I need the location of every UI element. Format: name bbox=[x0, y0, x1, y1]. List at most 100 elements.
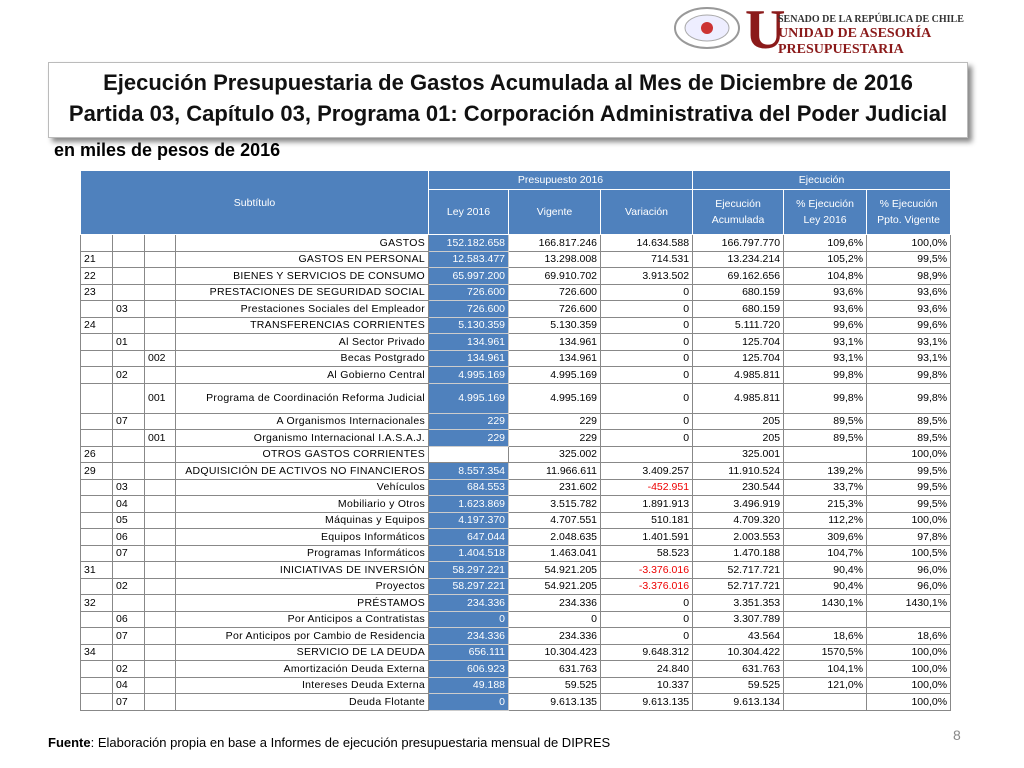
table-cell bbox=[783, 445, 868, 463]
table-cell bbox=[80, 429, 113, 447]
table-cell: 134.961 bbox=[428, 333, 510, 351]
table-cell: 4.985.811 bbox=[692, 382, 785, 414]
table-cell bbox=[144, 462, 176, 480]
table-cell: 3.496.919 bbox=[692, 495, 785, 513]
table-cell bbox=[783, 693, 868, 711]
table-cell: 726.600 bbox=[508, 283, 602, 301]
table-cell: 647.044 bbox=[428, 528, 510, 546]
table-cell: 03 bbox=[112, 478, 145, 496]
table-cell bbox=[80, 478, 113, 496]
table-cell: 99,8% bbox=[783, 382, 868, 414]
table-cell: 12.583.477 bbox=[428, 250, 510, 268]
table-cell: 26 bbox=[80, 445, 113, 463]
table-cell: 134.961 bbox=[428, 349, 510, 367]
table-cell: 1.891.913 bbox=[600, 495, 694, 513]
table-cell: 99,5% bbox=[866, 250, 952, 268]
table-cell: 714.531 bbox=[600, 250, 694, 268]
table-cell: 98,9% bbox=[866, 267, 952, 285]
table-cell: 125.704 bbox=[692, 333, 785, 351]
table-cell: 100,5% bbox=[866, 544, 952, 562]
table-cell: Prestaciones Sociales del Empleador bbox=[174, 300, 430, 318]
table-cell bbox=[112, 561, 145, 579]
table-cell: 13.234.214 bbox=[692, 250, 785, 268]
table-row: 001 Programa de Coordinación Reforma Judi… bbox=[80, 382, 952, 414]
column-header: Vigente bbox=[508, 189, 602, 235]
table-cell: 58.523 bbox=[600, 544, 694, 562]
table-cell: 07 bbox=[112, 627, 145, 645]
table-cell bbox=[80, 495, 113, 513]
table-cell: 309,6% bbox=[783, 528, 868, 546]
table-cell: 230.544 bbox=[692, 478, 785, 496]
table-cell: 0 bbox=[508, 610, 602, 628]
table-cell: 726.600 bbox=[428, 300, 510, 318]
table-cell bbox=[144, 445, 176, 463]
table-cell: 0 bbox=[600, 300, 694, 318]
table-cell: 100,0% bbox=[866, 511, 952, 529]
table-cell: 1.404.518 bbox=[428, 544, 510, 562]
source-label: Fuente bbox=[48, 735, 91, 750]
table-cell bbox=[80, 660, 113, 678]
table-cell: 234.336 bbox=[508, 627, 602, 645]
table-cell bbox=[112, 349, 145, 367]
table-cell: 93,1% bbox=[783, 349, 868, 367]
table-cell bbox=[144, 234, 176, 252]
table-cell: 58.297.221 bbox=[428, 577, 510, 595]
table-cell: 07 bbox=[112, 544, 145, 562]
table-cell: 229 bbox=[428, 429, 510, 447]
table-cell: 684.553 bbox=[428, 478, 510, 496]
table-cell: 89,5% bbox=[783, 429, 868, 447]
table-row: 002 Becas Postgrado 134.961 134.961 0 125.704… bbox=[80, 349, 952, 367]
table-cell: 166.817.246 bbox=[508, 234, 602, 252]
table-cell: 100,0% bbox=[866, 234, 952, 252]
table-cell: 99,5% bbox=[866, 478, 952, 496]
table-row: 03 Prestaciones Sociales del Empleador 726… bbox=[80, 300, 952, 318]
title-box: Ejecución Presupuestaria de Gastos Acumu… bbox=[48, 62, 968, 138]
table-cell: 105,2% bbox=[783, 250, 868, 268]
table-cell: 0 bbox=[600, 610, 694, 628]
table-cell: 10.337 bbox=[600, 676, 694, 694]
table-cell: -3.376.016 bbox=[600, 577, 694, 595]
table-row: 05 Máquinas y Equipos 4.197.370 4.707.551 51… bbox=[80, 511, 952, 529]
table-cell: 134.961 bbox=[508, 349, 602, 367]
table-cell: 002 bbox=[144, 349, 176, 367]
table-cell: 93,6% bbox=[783, 283, 868, 301]
table-cell: 8.557.354 bbox=[428, 462, 510, 480]
table-row: 34 SERVICIO DE LA DEUDA 656.111 10.304.423 9… bbox=[80, 643, 952, 661]
table-cell: 11.910.524 bbox=[692, 462, 785, 480]
table-cell bbox=[144, 412, 176, 430]
table-cell: 89,5% bbox=[783, 412, 868, 430]
table-cell: 93,6% bbox=[783, 300, 868, 318]
table-cell: 96,0% bbox=[866, 561, 952, 579]
table-cell: 99,8% bbox=[866, 382, 952, 414]
table-cell: 1.623.869 bbox=[428, 495, 510, 513]
table-cell bbox=[80, 349, 113, 367]
subtitle: en miles de pesos de 2016 bbox=[54, 140, 281, 160]
table-cell: 3.409.257 bbox=[600, 462, 694, 480]
table-cell: 231.602 bbox=[508, 478, 602, 496]
table-row: 02 Amortización Deuda Externa 606.923 631.7… bbox=[80, 660, 952, 678]
table-cell: 229 bbox=[508, 429, 602, 447]
table-cell: 52.717.721 bbox=[692, 561, 785, 579]
table-cell: 2.048.635 bbox=[508, 528, 602, 546]
table-cell bbox=[80, 333, 113, 351]
table-row: 07 A Organismos Internacionales 229 229 0 205… bbox=[80, 412, 952, 430]
table-row: 31 INICIATIVAS DE INVERSIÓN 58.297.221 54.9… bbox=[80, 561, 952, 579]
table-cell bbox=[144, 250, 176, 268]
table-cell bbox=[144, 627, 176, 645]
table-cell: Proyectos bbox=[174, 577, 430, 595]
table-cell: 0 bbox=[428, 693, 510, 711]
table-cell: 69.910.702 bbox=[508, 267, 602, 285]
table-cell: 680.159 bbox=[692, 283, 785, 301]
table-cell: 03 bbox=[112, 300, 145, 318]
table-cell: 234.336 bbox=[508, 594, 602, 612]
table-cell: 24.840 bbox=[600, 660, 694, 678]
table-cell bbox=[112, 462, 145, 480]
table-cell: Máquinas y Equipos bbox=[174, 511, 430, 529]
table-cell: Por Anticipos a Contratistas bbox=[174, 610, 430, 628]
table-cell: 90,4% bbox=[783, 561, 868, 579]
table-cell bbox=[112, 316, 145, 334]
table-cell: 229 bbox=[508, 412, 602, 430]
table-row: GASTOS 152.182.658 166.817.246 14.634.588 16… bbox=[80, 234, 952, 252]
table-row: 07 Por Anticipos por Cambio de Residencia… bbox=[80, 627, 952, 645]
table-cell: 100,0% bbox=[866, 693, 952, 711]
